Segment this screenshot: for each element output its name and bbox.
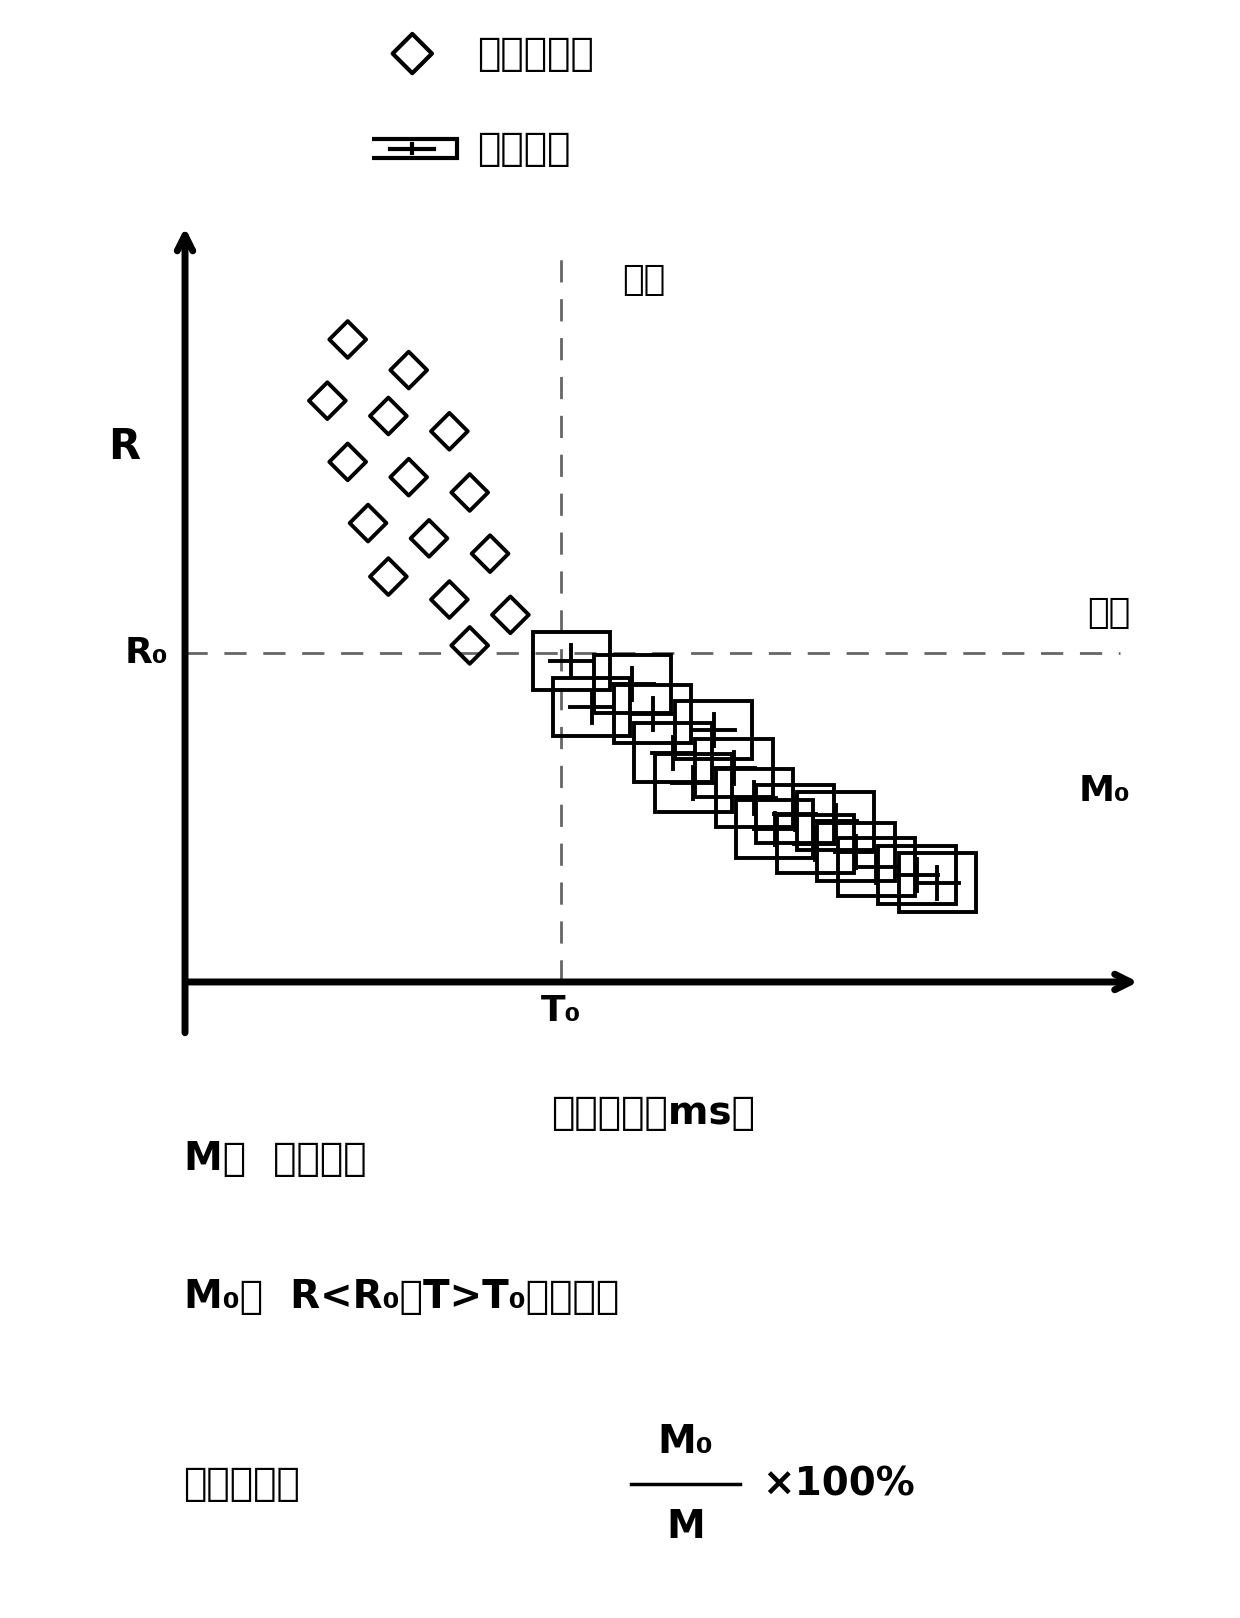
Text: 阈値: 阈値 bbox=[622, 264, 666, 298]
Text: M: M bbox=[666, 1508, 704, 1547]
Text: 脉冲宽度（ms）: 脉冲宽度（ms） bbox=[551, 1094, 755, 1133]
Point bbox=[358, 510, 378, 536]
Text: M₀：  R<R₀且T>T₀的细胞数: M₀： R<R₀且T>T₀的细胞数 bbox=[184, 1278, 619, 1317]
Point bbox=[439, 587, 459, 613]
Text: R₀: R₀ bbox=[124, 636, 169, 670]
Point bbox=[439, 419, 459, 445]
Text: 阈値: 阈値 bbox=[1087, 595, 1131, 629]
Point bbox=[419, 526, 439, 552]
Point bbox=[480, 540, 500, 566]
Point bbox=[317, 388, 337, 414]
Point bbox=[378, 563, 398, 589]
Text: T₀: T₀ bbox=[541, 993, 582, 1027]
Text: ×100%: ×100% bbox=[761, 1466, 915, 1503]
Point bbox=[460, 633, 480, 659]
Point bbox=[337, 448, 357, 474]
Point bbox=[399, 464, 419, 490]
Text: M₀: M₀ bbox=[1079, 773, 1131, 807]
Text: 出芽比例＝: 出芽比例＝ bbox=[184, 1466, 300, 1503]
Point bbox=[460, 479, 480, 505]
Text: 出芽酵母: 出芽酵母 bbox=[476, 129, 570, 168]
Point bbox=[399, 358, 419, 383]
Point bbox=[402, 40, 422, 66]
Text: M：  细胞总数: M： 细胞总数 bbox=[184, 1139, 366, 1178]
Text: R: R bbox=[108, 426, 140, 468]
Point bbox=[337, 327, 357, 353]
Text: 未出芽酵母: 未出芽酵母 bbox=[476, 34, 594, 73]
Point bbox=[501, 602, 521, 628]
Text: M₀: M₀ bbox=[657, 1422, 713, 1461]
Point bbox=[378, 403, 398, 429]
